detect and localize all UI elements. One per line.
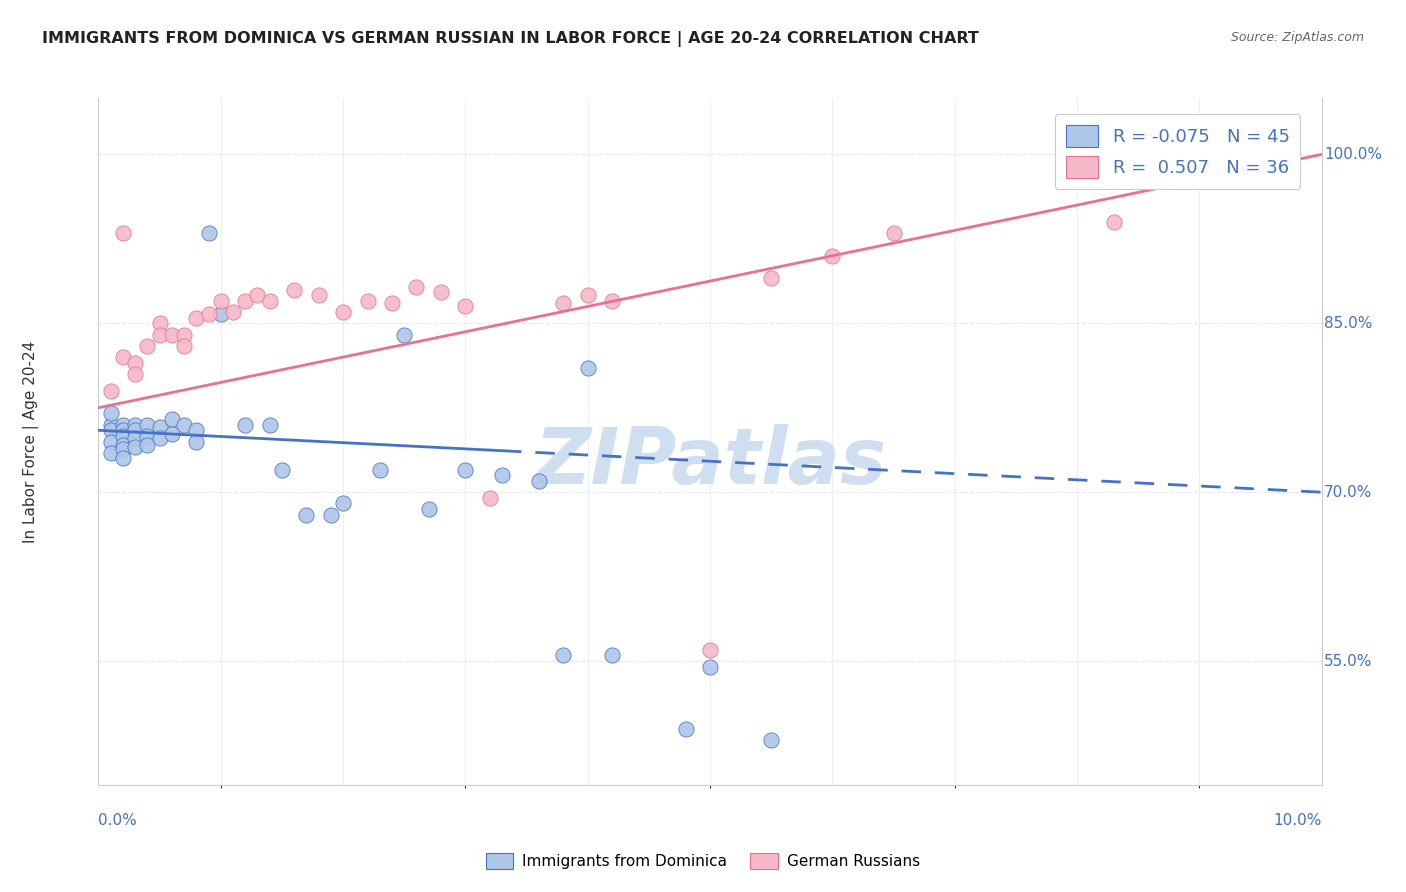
Point — [100, 423, 122, 437]
Point — [553, 648, 575, 663]
Point — [259, 417, 281, 432]
Point — [430, 285, 453, 299]
Point — [100, 417, 122, 432]
Point — [186, 434, 208, 449]
Point — [149, 316, 172, 330]
Point — [405, 280, 427, 294]
Point — [332, 496, 354, 510]
Point — [283, 283, 305, 297]
Point — [186, 310, 208, 325]
Point — [356, 293, 378, 308]
Point — [124, 440, 146, 454]
Point — [100, 434, 122, 449]
Point — [124, 367, 146, 381]
Point — [149, 327, 172, 342]
Point — [418, 502, 440, 516]
Text: Source: ZipAtlas.com: Source: ZipAtlas.com — [1230, 31, 1364, 45]
Point — [160, 327, 183, 342]
Text: 10.0%: 10.0% — [1274, 814, 1322, 828]
Point — [136, 438, 159, 452]
Point — [759, 271, 782, 285]
Point — [111, 350, 134, 364]
Point — [332, 305, 354, 319]
Point — [759, 733, 782, 747]
Point — [124, 356, 146, 370]
Point — [527, 474, 550, 488]
Point — [111, 451, 134, 466]
Point — [173, 417, 195, 432]
Point — [553, 296, 575, 310]
Point — [124, 423, 146, 437]
Point — [173, 327, 195, 342]
Text: In Labor Force | Age 20-24: In Labor Force | Age 20-24 — [22, 341, 39, 542]
Point — [233, 417, 256, 432]
Point — [295, 508, 318, 522]
Point — [149, 431, 172, 445]
Point — [600, 293, 623, 308]
Point — [100, 446, 122, 460]
Point — [233, 293, 256, 308]
Point — [209, 307, 232, 321]
Point — [100, 384, 122, 398]
Point — [368, 463, 391, 477]
Point — [197, 226, 219, 240]
Text: 70.0%: 70.0% — [1324, 484, 1372, 500]
Text: 100.0%: 100.0% — [1324, 147, 1382, 162]
Point — [259, 293, 281, 308]
Point — [381, 296, 404, 310]
Point — [160, 412, 183, 426]
Text: ZIPatlas: ZIPatlas — [534, 424, 886, 500]
Point — [576, 361, 599, 376]
Point — [246, 288, 269, 302]
Point — [111, 417, 134, 432]
Point — [111, 442, 134, 457]
Point — [454, 300, 477, 314]
Point — [454, 463, 477, 477]
Point — [186, 423, 208, 437]
Point — [308, 288, 330, 302]
Point — [270, 463, 292, 477]
Point — [173, 339, 195, 353]
Point — [699, 643, 721, 657]
Point — [491, 468, 513, 483]
Point — [883, 226, 905, 240]
Point — [821, 249, 844, 263]
Point — [136, 339, 159, 353]
Point — [675, 722, 697, 736]
Point — [1102, 215, 1125, 229]
Text: 85.0%: 85.0% — [1324, 316, 1372, 331]
Point — [222, 305, 245, 319]
Text: 55.0%: 55.0% — [1324, 654, 1372, 669]
Point — [111, 438, 134, 452]
Point — [124, 431, 146, 445]
Point — [209, 293, 232, 308]
Point — [111, 429, 134, 443]
Legend: R = -0.075   N = 45, R =  0.507   N = 36: R = -0.075 N = 45, R = 0.507 N = 36 — [1054, 114, 1301, 189]
Point — [319, 508, 342, 522]
Point — [392, 327, 416, 342]
Point — [100, 406, 122, 420]
Point — [1188, 142, 1211, 156]
Point — [149, 420, 172, 434]
Text: IMMIGRANTS FROM DOMINICA VS GERMAN RUSSIAN IN LABOR FORCE | AGE 20-24 CORRELATIO: IMMIGRANTS FROM DOMINICA VS GERMAN RUSSI… — [42, 31, 979, 47]
Point — [160, 426, 183, 441]
Point — [124, 417, 146, 432]
Point — [136, 429, 159, 443]
Point — [111, 423, 134, 437]
Point — [197, 307, 219, 321]
Point — [111, 226, 134, 240]
Point — [136, 417, 159, 432]
Legend: Immigrants from Dominica, German Russians: Immigrants from Dominica, German Russian… — [479, 847, 927, 875]
Point — [699, 659, 721, 673]
Point — [478, 491, 501, 505]
Point — [576, 288, 599, 302]
Text: 0.0%: 0.0% — [98, 814, 138, 828]
Point — [600, 648, 623, 663]
